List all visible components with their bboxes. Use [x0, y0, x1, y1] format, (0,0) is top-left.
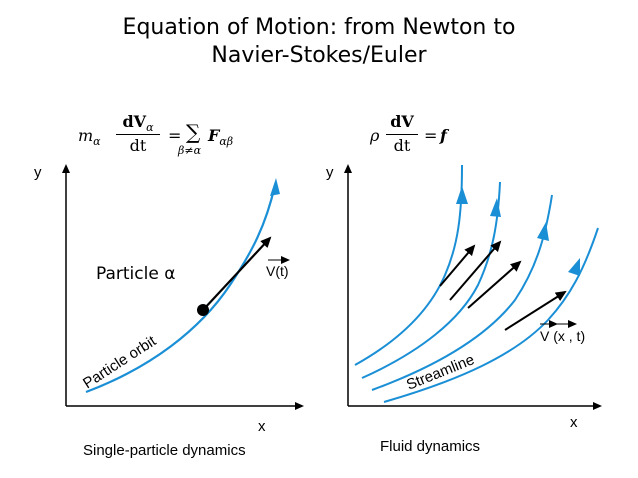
right-caption: Fluid dynamics: [380, 438, 481, 455]
particle-label: Particle α: [96, 264, 176, 284]
field-arrow: [467, 260, 522, 309]
right-y-label: y: [326, 164, 334, 181]
eq-fraction-bar: [116, 134, 160, 135]
field-arrow: [439, 244, 476, 287]
eq-equals: =: [424, 126, 438, 145]
orbit-arrowhead: [270, 178, 280, 196]
velocity-label: V(t): [266, 263, 289, 279]
right-x-label: x: [570, 414, 578, 431]
left-caption: Single-particle dynamics: [83, 442, 246, 459]
streamline-arrowheads: [456, 186, 580, 276]
field-arrow: [504, 290, 567, 331]
streamline-arrowhead: [537, 222, 549, 241]
streamline-1: [354, 164, 463, 366]
slide-title: Equation of Motion: from Newton to Navie…: [0, 14, 638, 70]
newton-equation: mα dVα dt = ∑ β≠α Fαβ: [78, 112, 278, 166]
right-axes: [344, 164, 602, 410]
field-arrow: [449, 240, 502, 301]
streamline-arrowhead: [490, 198, 501, 217]
streamline-arrowhead: [568, 258, 580, 276]
title-line-2: Navier-Stokes/Euler: [211, 43, 427, 68]
left-y-label: y: [34, 164, 42, 181]
eq-density: ρ: [370, 126, 380, 145]
eq-equals: =: [168, 126, 182, 145]
eq-numerator: dVα: [122, 112, 154, 135]
left-axes: [62, 164, 304, 410]
eq-denominator: dt: [393, 136, 411, 155]
eq-force: Fαβ: [208, 126, 234, 149]
left-x-label: x: [258, 418, 266, 435]
field-velocity-label: V (x , t): [540, 328, 586, 344]
streamline-arrowhead: [456, 186, 468, 204]
velocity-field-arrows: [439, 240, 567, 331]
eq-denominator: dt: [129, 136, 147, 155]
velocity-arrow: [202, 236, 272, 311]
eq-mass: mα: [78, 126, 101, 149]
eq-sum-sub: β≠α: [178, 144, 202, 157]
eq-fraction-bar: [386, 134, 418, 135]
title-line-1: Equation of Motion: from Newton to: [122, 15, 516, 40]
eq-numerator: dV: [390, 112, 414, 131]
particle-dot: [197, 304, 209, 316]
particle-orbit-curve: [85, 184, 277, 394]
eq-force: f: [440, 126, 447, 145]
euler-equation: ρ dV dt = f: [370, 112, 510, 166]
eq-sum: ∑: [186, 120, 201, 144]
streamline-2: [361, 181, 501, 379]
